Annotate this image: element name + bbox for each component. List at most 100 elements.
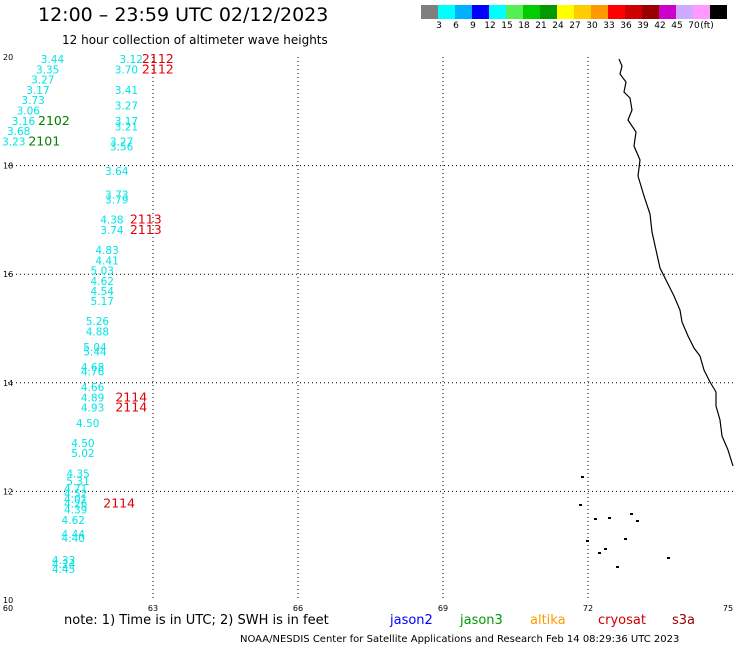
island-shape — [594, 518, 597, 520]
legend-cryosat: cryosat — [598, 613, 646, 628]
island-shape — [624, 538, 627, 540]
wave-height-reading: 3.23 — [2, 137, 25, 149]
map-title: 12:00 – 23:59 UTC 02/12/2023 — [38, 4, 329, 26]
scale-swatch — [608, 5, 625, 19]
scale-label: 27 — [569, 21, 581, 31]
pass-time-label: 2114 — [115, 389, 147, 404]
scale-label: 30 — [586, 21, 598, 31]
wave-height-reading: 3.27 — [110, 137, 133, 149]
wave-height-reading: 4.50 — [76, 418, 99, 430]
wave-height-reading: 3.70 — [115, 64, 138, 76]
scale-label: 15 — [501, 21, 513, 31]
wave-height-reading: 4.50 — [71, 438, 94, 450]
scale-swatch — [421, 5, 438, 19]
coastline — [618, 58, 734, 467]
scale-label: 18 — [518, 21, 530, 31]
scale-label: 45 — [671, 21, 683, 31]
lon-tick-label: 66 — [293, 604, 303, 613]
wave-height-reading: 3.06 — [17, 106, 41, 118]
scale-unit: (ft) — [700, 21, 714, 31]
wave-height-reading: 5.44 — [83, 347, 107, 359]
wave-height-reading: 4.93 — [81, 403, 104, 415]
lon-tick-label: 75 — [723, 604, 733, 613]
wave-height-reading: 4.40 — [62, 533, 85, 545]
pass-time-label: 2114 — [115, 400, 147, 415]
scale-swatch — [438, 5, 455, 19]
wave-height-reading: 4.71 — [64, 483, 87, 495]
scale-swatch — [659, 5, 676, 19]
wave-height-reading: 4.66 — [81, 382, 105, 394]
wave-height-reading: 3.73 — [21, 95, 44, 107]
pass-time-label: 2113 — [130, 222, 162, 237]
wave-height-reading: 4.88 — [86, 327, 109, 339]
lon-tick-label: 69 — [438, 604, 448, 613]
scale-label: 21 — [535, 21, 547, 31]
wave-height-reading: 3.16 — [12, 116, 36, 128]
wave-height-reading: 3.27 — [115, 101, 138, 113]
lat-tick-label: 14 — [3, 379, 13, 388]
scale-label: 36 — [620, 21, 632, 31]
wave-height-reading: 3.73 — [105, 190, 128, 202]
legend-altika: altika — [530, 613, 566, 628]
island-shape — [667, 557, 670, 559]
island-shape — [630, 513, 633, 515]
island-shape — [586, 540, 589, 542]
island-shape — [616, 566, 619, 568]
wave-height-reading: 4.89 — [81, 392, 104, 404]
scale-label: 24 — [552, 21, 564, 31]
pass-time-label: 2102 — [38, 113, 70, 128]
lat-tick-label: 20 — [3, 53, 13, 62]
wave-height-reading: 4.62 — [91, 276, 114, 288]
wave-height-reading: 3.17 — [26, 85, 49, 97]
lat-tick-label: 18 — [3, 162, 13, 171]
scale-label: 70 — [688, 21, 700, 31]
wave-height-reading: 4.83 — [95, 245, 118, 257]
wave-height-reading: 3.35 — [36, 64, 59, 76]
wave-height-reading: 4.35 — [66, 468, 89, 480]
scale-label: 3 — [436, 21, 442, 31]
wave-height-reading: 4.76 — [81, 367, 105, 379]
wave-height-reading: 3.79 — [105, 195, 128, 207]
legend-jason3: jason3 — [460, 613, 503, 628]
scale-swatch — [676, 5, 693, 19]
scale-label: 9 — [470, 21, 476, 31]
pass-time-label: 2112 — [142, 61, 174, 76]
wave-height-reading: 3.21 — [115, 121, 138, 133]
credit-line: NOAA/NESDIS Center for Satellite Applica… — [240, 634, 680, 645]
scale-swatch — [472, 5, 489, 19]
wave-height-reading: 5.04 — [83, 342, 107, 354]
island-shape — [579, 504, 582, 506]
pass-time-label: 2113 — [130, 212, 162, 227]
scale-swatch — [642, 5, 659, 19]
wave-height-reading: 4.62 — [62, 515, 85, 527]
wave-height-reading: 3.27 — [31, 75, 54, 87]
wave-height-reading: 4.45 — [52, 564, 75, 576]
wave-height-reading: 3.12 — [120, 54, 143, 66]
wave-height-reading: 4.68 — [81, 362, 104, 374]
lon-tick-label: 60 — [3, 604, 13, 613]
wave-height-reading: 4.39 — [64, 505, 87, 517]
wave-height-reading: 4.52 — [64, 488, 87, 500]
wave-height-reading: 4.24 — [52, 559, 76, 571]
scale-swatch — [591, 5, 608, 19]
scale-swatch — [489, 5, 506, 19]
scale-label: 42 — [654, 21, 666, 31]
wave-height-reading: 4.44 — [62, 529, 86, 541]
island-shape — [636, 520, 639, 522]
lon-tick-label: 63 — [148, 604, 158, 613]
wave-height-reading: 3.44 — [41, 54, 65, 66]
legend-s3a: s3a — [672, 613, 696, 628]
wave-height-reading: 3.64 — [105, 166, 129, 178]
scale-label: 39 — [637, 21, 649, 31]
island-shape — [608, 517, 611, 519]
scale-swatch — [506, 5, 523, 19]
lat-tick-label: 10 — [3, 596, 13, 605]
wave-height-reading: 5.26 — [86, 316, 110, 328]
wave-height-reading: 3.41 — [115, 85, 138, 97]
pass-time-label: 2114 — [103, 496, 135, 511]
scale-label: 12 — [484, 21, 496, 31]
lat-tick-label: 16 — [3, 270, 13, 279]
island-shape — [581, 476, 584, 478]
island-shape — [604, 548, 607, 550]
